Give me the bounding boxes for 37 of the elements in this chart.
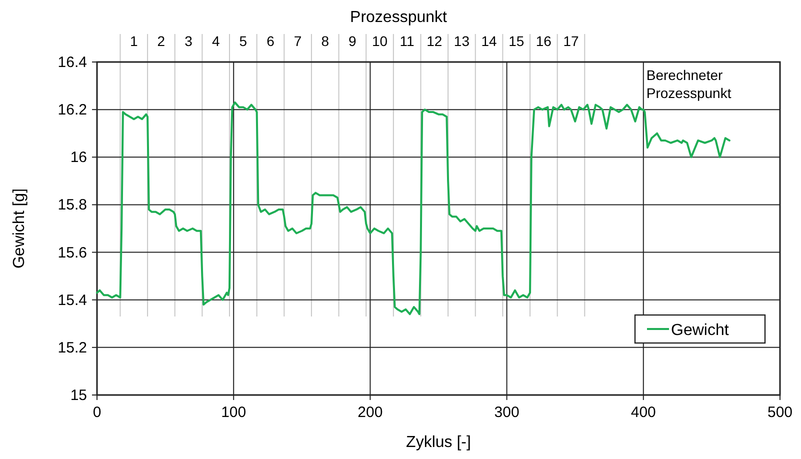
y-axis-title: Gewicht [g] xyxy=(11,188,28,269)
x2-tick-label: 10 xyxy=(372,33,388,49)
x-tick-label: 100 xyxy=(221,404,246,421)
y-tick-label: 15.6 xyxy=(58,244,87,262)
y-tick-label: 15.8 xyxy=(58,196,87,214)
x2-axis-title: Prozesspunkt xyxy=(350,9,448,26)
x2-tick-label: 14 xyxy=(481,33,498,49)
x2-tick-label: 2 xyxy=(157,33,166,49)
x2-tick-label: 4 xyxy=(212,33,220,49)
y-tick-label: 16.4 xyxy=(58,54,87,71)
x-tick-label: 200 xyxy=(358,404,383,421)
x2-tick-label: 7 xyxy=(294,33,302,49)
x-tick-label: 0 xyxy=(92,404,102,421)
y-tick-label: 16 xyxy=(70,149,87,166)
x2-tick-label: 11 xyxy=(400,33,415,49)
x2-tick-label: 1 xyxy=(130,33,138,49)
x2-tick-label: 9 xyxy=(348,33,357,49)
x-axis-title: Zyklus [-] xyxy=(406,434,471,451)
legend-label: Gewicht xyxy=(671,322,730,339)
y-tick-label: 16.2 xyxy=(58,102,87,119)
x2-tick-label: 17 xyxy=(563,33,579,49)
y-tick-label: 15.2 xyxy=(58,339,87,356)
x2-tick-label: 16 xyxy=(536,33,552,49)
annotation: Berechneter Prozesspunkt xyxy=(646,67,732,101)
line-series xyxy=(96,101,730,316)
x-tick-label: 300 xyxy=(494,404,520,421)
y-tick-label: 15.4 xyxy=(58,292,87,309)
x2-tick-label: 8 xyxy=(321,33,330,49)
x2-tick-label: 3 xyxy=(184,33,193,49)
x2-tick-label: 15 xyxy=(508,33,524,49)
x2-tick-label: 5 xyxy=(239,33,248,49)
x-tick-label: 500 xyxy=(767,404,793,421)
x-tick-label: 400 xyxy=(630,404,656,421)
x2-tick-label: 12 xyxy=(426,33,442,49)
x2-tick-label: 13 xyxy=(454,33,470,49)
x2-tick-label: 6 xyxy=(266,33,275,49)
y-tick-label: 15 xyxy=(70,387,87,404)
